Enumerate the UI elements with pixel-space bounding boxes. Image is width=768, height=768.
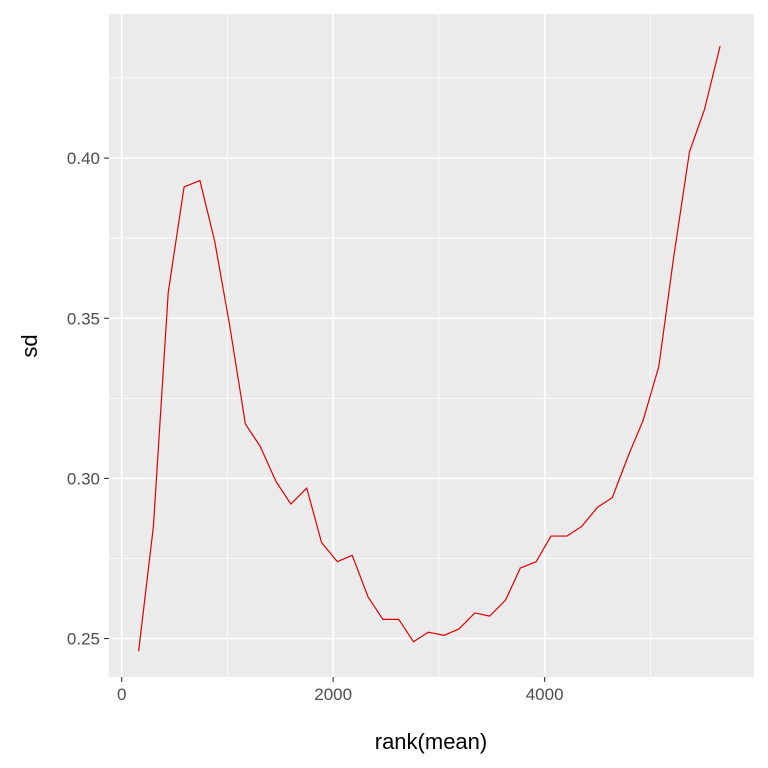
y-tick-label: 0.40 [67,149,100,168]
axis-ticks [104,157,546,682]
y-tick-label: 0.25 [67,630,100,649]
data-layer [138,45,721,652]
y-axis-title: sd [17,334,42,357]
y-tick-label: 0.35 [67,309,100,328]
x-tick-label: 4000 [526,685,564,704]
y-tick-label: 0.30 [67,469,100,488]
grid-major [109,14,754,677]
x-axis-title: rank(mean) [375,729,487,754]
plot-panel [109,14,754,677]
x-tick-label: 2000 [314,685,352,704]
series-line [138,45,721,652]
tick-labels: 0 2000 4000 0.25 0.30 0.35 0.40 [67,149,564,704]
x-tick-label: 0 [117,685,126,704]
grid-minor [109,14,754,677]
